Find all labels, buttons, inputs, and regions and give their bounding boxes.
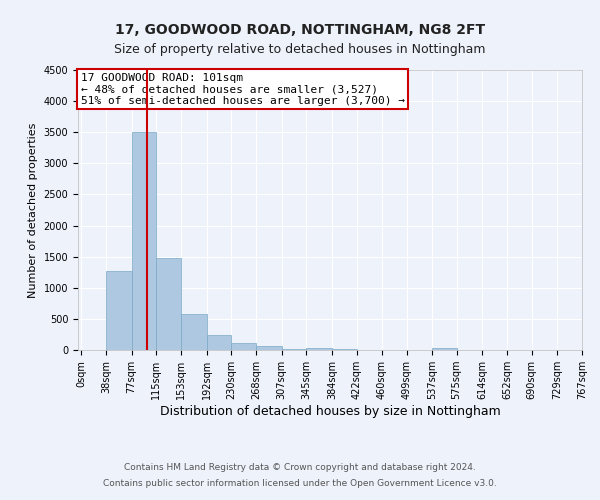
Bar: [206, 335, 232, 350]
Text: Contains HM Land Registry data © Crown copyright and database right 2024.: Contains HM Land Registry data © Crown c…: [124, 464, 476, 472]
Bar: [432, 348, 457, 350]
Text: 17, GOODWOOD ROAD, NOTTINGHAM, NG8 2FT: 17, GOODWOOD ROAD, NOTTINGHAM, NG8 2FT: [115, 22, 485, 36]
Bar: [307, 348, 332, 350]
X-axis label: Distribution of detached houses by size in Nottingham: Distribution of detached houses by size …: [160, 405, 500, 418]
Bar: [157, 258, 181, 350]
Bar: [106, 270, 131, 350]
Text: Contains public sector information licensed under the Open Government Licence v3: Contains public sector information licen…: [103, 478, 497, 488]
Y-axis label: Number of detached properties: Number of detached properties: [28, 122, 38, 298]
Bar: [131, 132, 157, 350]
Bar: [181, 314, 206, 350]
Text: Size of property relative to detached houses in Nottingham: Size of property relative to detached ho…: [114, 42, 486, 56]
Bar: [232, 343, 256, 350]
Bar: [256, 346, 281, 350]
Text: 17 GOODWOOD ROAD: 101sqm
← 48% of detached houses are smaller (3,527)
51% of sem: 17 GOODWOOD ROAD: 101sqm ← 48% of detach…: [80, 73, 404, 106]
